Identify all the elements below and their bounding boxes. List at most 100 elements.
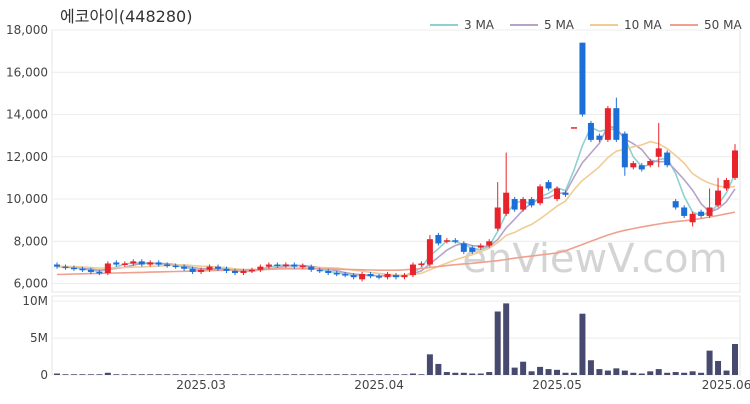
candle-body <box>630 163 637 168</box>
volume-bar <box>308 374 315 375</box>
candle-body <box>215 266 222 269</box>
volume-bar <box>240 374 247 375</box>
legend: 3 MA 5 MA 10 MA 50 MA <box>430 18 742 32</box>
volume-bar <box>248 374 255 375</box>
volume-bar <box>54 373 60 375</box>
volume-bar <box>79 374 86 375</box>
candle-body <box>376 276 383 278</box>
candle-body <box>698 211 705 216</box>
volume-bar <box>316 374 323 375</box>
volume-bar <box>198 374 205 375</box>
candle-body <box>579 42 586 115</box>
y-tick-label: 12,000 <box>6 150 48 164</box>
candle-body <box>147 262 154 265</box>
candle-body <box>79 268 86 271</box>
volume-bar <box>537 366 544 375</box>
volume-bar <box>554 369 561 375</box>
candle-body <box>638 165 645 170</box>
volume-bar <box>672 372 679 375</box>
volume-bar <box>570 372 577 375</box>
y-tick-label: 6,000 <box>14 277 48 291</box>
candle-body <box>384 274 391 278</box>
volume-bar <box>638 373 645 375</box>
candle-body <box>189 268 196 272</box>
volume-bar <box>655 369 662 375</box>
volume-bar <box>732 343 738 375</box>
legend-label: 5 MA <box>544 18 575 32</box>
volume-bar <box>70 374 77 375</box>
candle-body <box>562 192 569 195</box>
volume-bar <box>104 372 111 375</box>
volume-bar <box>723 370 730 375</box>
y-tick-label: 8,000 <box>14 234 48 248</box>
candle-body <box>681 207 688 216</box>
candle-body <box>672 201 679 208</box>
legend-label: 3 MA <box>464 18 495 32</box>
volume-bar <box>282 374 289 375</box>
volume-bar <box>299 374 306 375</box>
volume-bar <box>274 374 281 375</box>
volume-bar <box>62 374 69 375</box>
volume-bar <box>545 369 552 375</box>
volume-bar <box>706 350 713 375</box>
volume-bar <box>113 374 120 375</box>
candle-body <box>613 108 620 140</box>
candle-body <box>130 261 137 264</box>
candle-body <box>494 207 501 229</box>
volume-bar <box>604 370 611 375</box>
volume-bar <box>96 374 103 375</box>
candle-body <box>528 199 535 206</box>
candle-body <box>350 275 357 278</box>
candle-body <box>732 150 738 178</box>
volume-bar <box>426 354 433 375</box>
candle-body <box>452 240 459 242</box>
candle-body <box>409 264 416 276</box>
candle-body <box>503 192 510 214</box>
candle-body <box>715 190 722 206</box>
candle-body <box>282 264 289 267</box>
volume-bar <box>630 372 637 375</box>
candle-body <box>393 275 399 278</box>
candle-body <box>274 264 281 267</box>
ma-line <box>56 211 736 276</box>
candle-body <box>511 199 518 210</box>
volume-bar <box>265 374 272 375</box>
volume-bar <box>715 360 722 375</box>
candle-body <box>172 265 179 268</box>
volume-bar <box>511 367 518 375</box>
candle-body <box>469 247 476 252</box>
y-tick-label: 0 <box>40 368 48 382</box>
volume-bar <box>384 374 391 375</box>
candle-body <box>604 108 611 140</box>
x-tick-label: 2025.06 <box>702 378 750 392</box>
candle-body <box>706 207 713 216</box>
candle-body <box>104 263 111 273</box>
volume-bar <box>342 374 349 375</box>
y-tick-label: 14,000 <box>6 108 48 122</box>
candle-body <box>435 234 442 244</box>
volume-bar <box>613 368 620 375</box>
candle-body <box>443 240 450 242</box>
volume-bar <box>452 372 459 375</box>
candle-body <box>486 241 493 246</box>
volume-bar <box>206 374 213 375</box>
candle-body <box>621 133 628 168</box>
candle-body <box>477 245 484 248</box>
volume-bar <box>172 374 179 375</box>
candle-body <box>155 262 162 265</box>
volume-bar <box>477 373 484 375</box>
candle-body <box>342 274 349 276</box>
candle-body <box>426 239 433 265</box>
volume-bar <box>223 374 230 375</box>
chart-title: 에코아이(448280) <box>60 7 192 26</box>
y-tick-label: 5M <box>30 331 48 345</box>
y-tick-label: 18,000 <box>6 23 48 37</box>
legend-label: 50 MA <box>704 18 742 32</box>
candle-body <box>655 148 662 157</box>
volume-bar <box>664 372 671 375</box>
candle-body <box>231 270 238 273</box>
candle-body <box>240 270 247 273</box>
volume-bar <box>486 372 493 375</box>
volume-bar <box>647 371 654 375</box>
